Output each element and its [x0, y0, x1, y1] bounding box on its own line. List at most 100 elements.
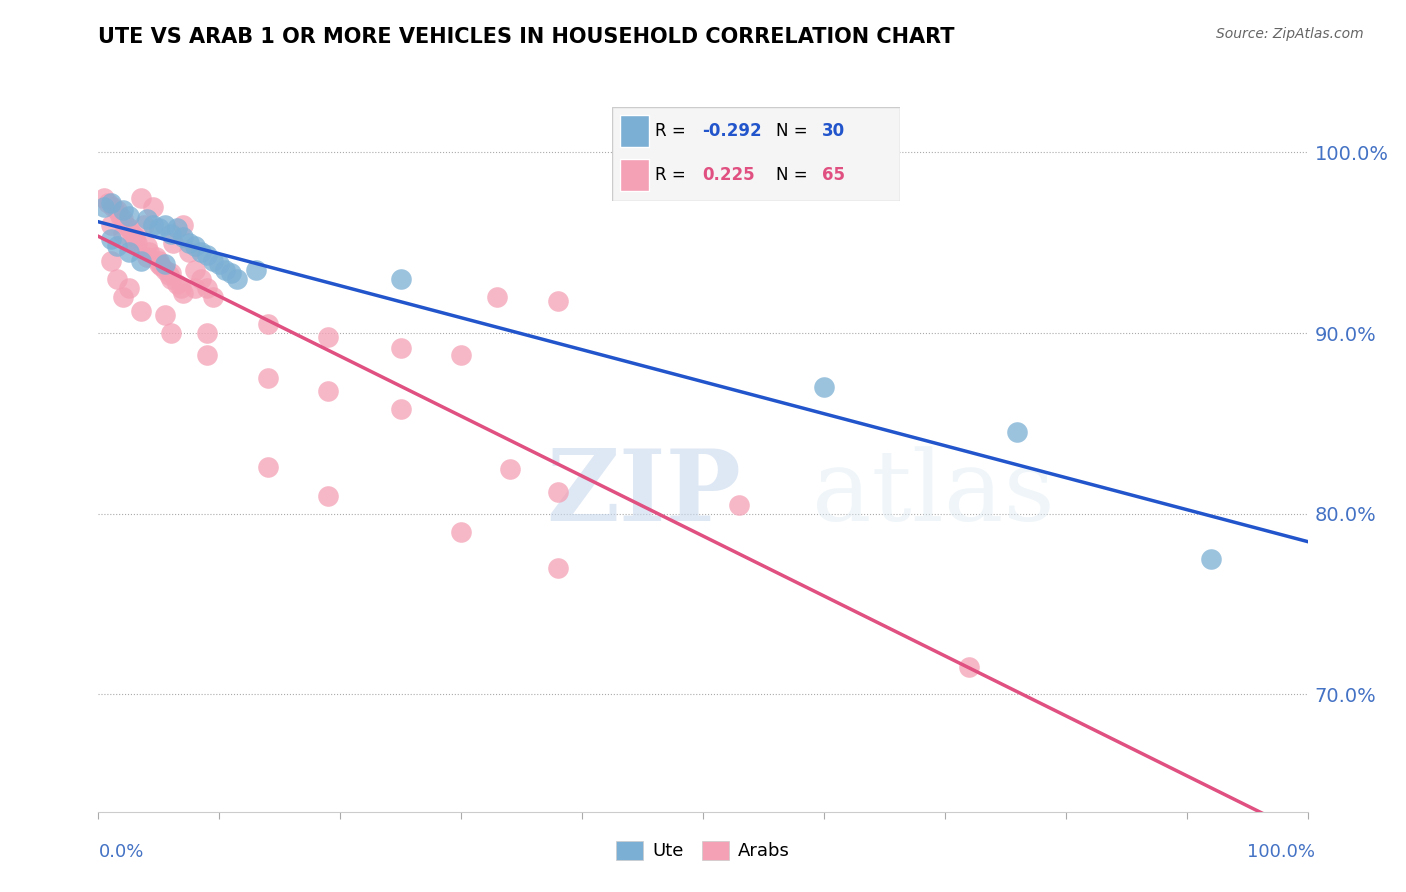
Point: [389, 401, 412, 416]
Point: [148, 221, 170, 235]
Point: [547, 561, 569, 575]
Point: [450, 524, 472, 539]
Text: ZIP: ZIP: [546, 445, 741, 542]
Point: [129, 190, 152, 204]
Point: [111, 227, 134, 241]
Point: [153, 257, 176, 271]
Point: [97, 196, 120, 211]
Point: [256, 459, 278, 474]
Point: [162, 235, 184, 250]
Point: [184, 239, 207, 253]
Point: [121, 227, 143, 241]
Point: [100, 218, 122, 232]
Point: [316, 489, 339, 503]
Text: 65: 65: [823, 166, 845, 184]
Point: [226, 272, 249, 286]
Point: [108, 209, 131, 223]
Point: [172, 230, 194, 244]
Point: [1199, 551, 1222, 566]
Text: atlas: atlas: [811, 446, 1054, 541]
Point: [111, 290, 134, 304]
Point: [153, 218, 176, 232]
Point: [111, 203, 134, 218]
Point: [160, 272, 183, 286]
Text: 0.225: 0.225: [703, 166, 755, 184]
Point: [124, 230, 146, 244]
Point: [153, 262, 176, 277]
Point: [93, 200, 115, 214]
Point: [138, 244, 160, 259]
Point: [389, 341, 412, 355]
Point: [202, 290, 225, 304]
FancyBboxPatch shape: [620, 159, 650, 191]
Point: [214, 262, 236, 277]
Point: [166, 277, 188, 292]
Point: [169, 281, 191, 295]
Point: [957, 660, 980, 674]
Point: [101, 200, 124, 214]
Point: [389, 272, 412, 286]
Point: [100, 232, 122, 246]
Point: [450, 348, 472, 362]
Point: [142, 218, 165, 232]
Point: [813, 380, 835, 394]
Point: [134, 218, 156, 232]
Point: [172, 286, 194, 301]
Point: [153, 308, 176, 322]
Point: [129, 304, 152, 318]
Point: [160, 326, 183, 340]
Point: [124, 235, 146, 250]
Point: [135, 250, 157, 264]
Point: [195, 326, 218, 340]
Point: [160, 267, 183, 281]
Point: [135, 239, 157, 253]
Legend: Ute, Arabs: Ute, Arabs: [609, 834, 797, 868]
Point: [547, 485, 569, 500]
Point: [172, 218, 194, 232]
Point: [150, 259, 173, 273]
Point: [179, 235, 201, 250]
Point: [129, 253, 152, 268]
Point: [148, 253, 170, 268]
Point: [105, 239, 128, 253]
Text: 100.0%: 100.0%: [1247, 843, 1315, 861]
Text: N =: N =: [776, 122, 813, 140]
Point: [157, 268, 180, 283]
Point: [100, 196, 122, 211]
Text: Source: ZipAtlas.com: Source: ZipAtlas.com: [1216, 27, 1364, 41]
Point: [1007, 425, 1029, 440]
Text: R =: R =: [655, 122, 690, 140]
Text: R =: R =: [655, 166, 690, 184]
Point: [728, 498, 751, 512]
Point: [93, 190, 115, 204]
Point: [245, 262, 267, 277]
Point: [148, 257, 170, 271]
Point: [184, 262, 207, 277]
Point: [135, 212, 157, 227]
Point: [256, 317, 278, 331]
FancyBboxPatch shape: [612, 107, 900, 201]
Point: [114, 218, 136, 232]
Point: [105, 272, 128, 286]
Point: [127, 235, 149, 250]
Point: [195, 348, 218, 362]
Point: [221, 267, 243, 281]
Point: [208, 257, 231, 271]
Text: UTE VS ARAB 1 OR MORE VEHICLES IN HOUSEHOLD CORRELATION CHART: UTE VS ARAB 1 OR MORE VEHICLES IN HOUSEH…: [98, 27, 955, 46]
Point: [118, 209, 141, 223]
Point: [166, 221, 188, 235]
Point: [145, 250, 167, 264]
Point: [486, 290, 509, 304]
Point: [111, 212, 134, 227]
Point: [179, 244, 201, 259]
Point: [256, 371, 278, 385]
Point: [195, 281, 218, 295]
Text: -0.292: -0.292: [703, 122, 762, 140]
Point: [118, 221, 141, 235]
Text: 0.0%: 0.0%: [98, 843, 143, 861]
Text: 30: 30: [823, 122, 845, 140]
Point: [160, 227, 183, 241]
Point: [498, 461, 520, 475]
Point: [316, 329, 339, 343]
Point: [195, 248, 218, 262]
